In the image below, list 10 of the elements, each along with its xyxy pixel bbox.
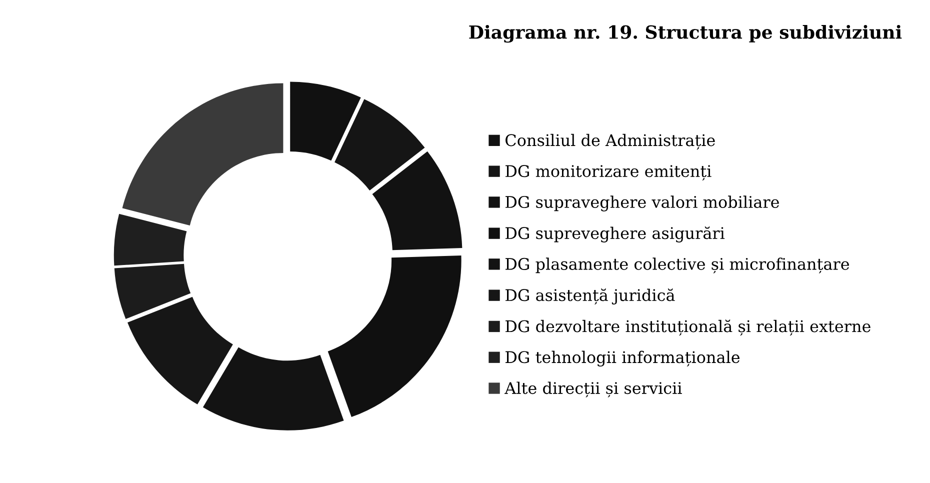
legend-label: DG dezvoltare instituțională și relații externe (506, 320, 870, 336)
legend-label: DG monitorizare emitenți (506, 165, 712, 180)
legend-label: DG asistență juridică (506, 288, 675, 304)
chart-title: Diagrama nr. 19. Structura pe subdiviziuni (469, 24, 902, 43)
legend-label: DG plasamente colective și microfinanțare (506, 258, 850, 274)
legend-label: Consiliul de Administrație (506, 134, 715, 150)
legend-label: DG supraveghere valori mobiliare (506, 196, 779, 212)
legend-label: DG supreveghere asigurări (506, 226, 725, 242)
legend-label: Alte direcții și servicii (504, 382, 682, 398)
legend-label: DG tehnologii informaționale (506, 350, 740, 367)
